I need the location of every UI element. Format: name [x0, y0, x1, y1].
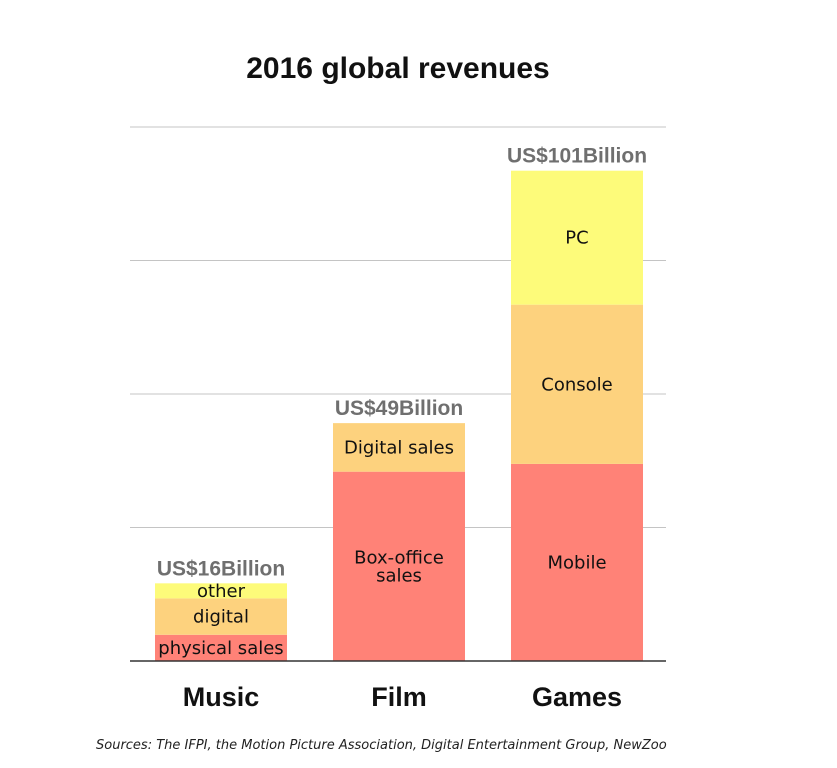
segment-label: other: [197, 581, 246, 602]
bar-segment: [155, 598, 287, 635]
segment-label: Console: [541, 374, 612, 395]
segment-label: physical sales: [158, 638, 283, 659]
chart-title: 2016 global revenues: [246, 52, 550, 85]
segment-label: Mobile: [547, 552, 606, 573]
bar-segment: [333, 423, 465, 472]
bar-segment: [155, 634, 287, 661]
bar-segment: [155, 583, 287, 599]
bar-segment: [511, 463, 643, 661]
segment-label: Box-office sales: [354, 547, 444, 586]
category-label: Games: [532, 682, 622, 712]
segment-label: digital: [193, 607, 249, 628]
category-label: Music: [183, 682, 260, 712]
category-label: Film: [371, 682, 427, 712]
segment-label: PC: [565, 228, 588, 249]
bars: [155, 170, 643, 661]
total-label: US$101Billion: [507, 145, 647, 168]
bar-segment: [333, 471, 465, 661]
source-note: Sources: The IFPI, the Motion Picture As…: [96, 738, 667, 753]
segment-label: Digital sales: [344, 437, 454, 458]
total-label: US$16Billion: [157, 557, 285, 580]
bar-segment: [511, 170, 643, 305]
total-label: US$49Billion: [335, 397, 463, 420]
bar-segment: [511, 304, 643, 464]
